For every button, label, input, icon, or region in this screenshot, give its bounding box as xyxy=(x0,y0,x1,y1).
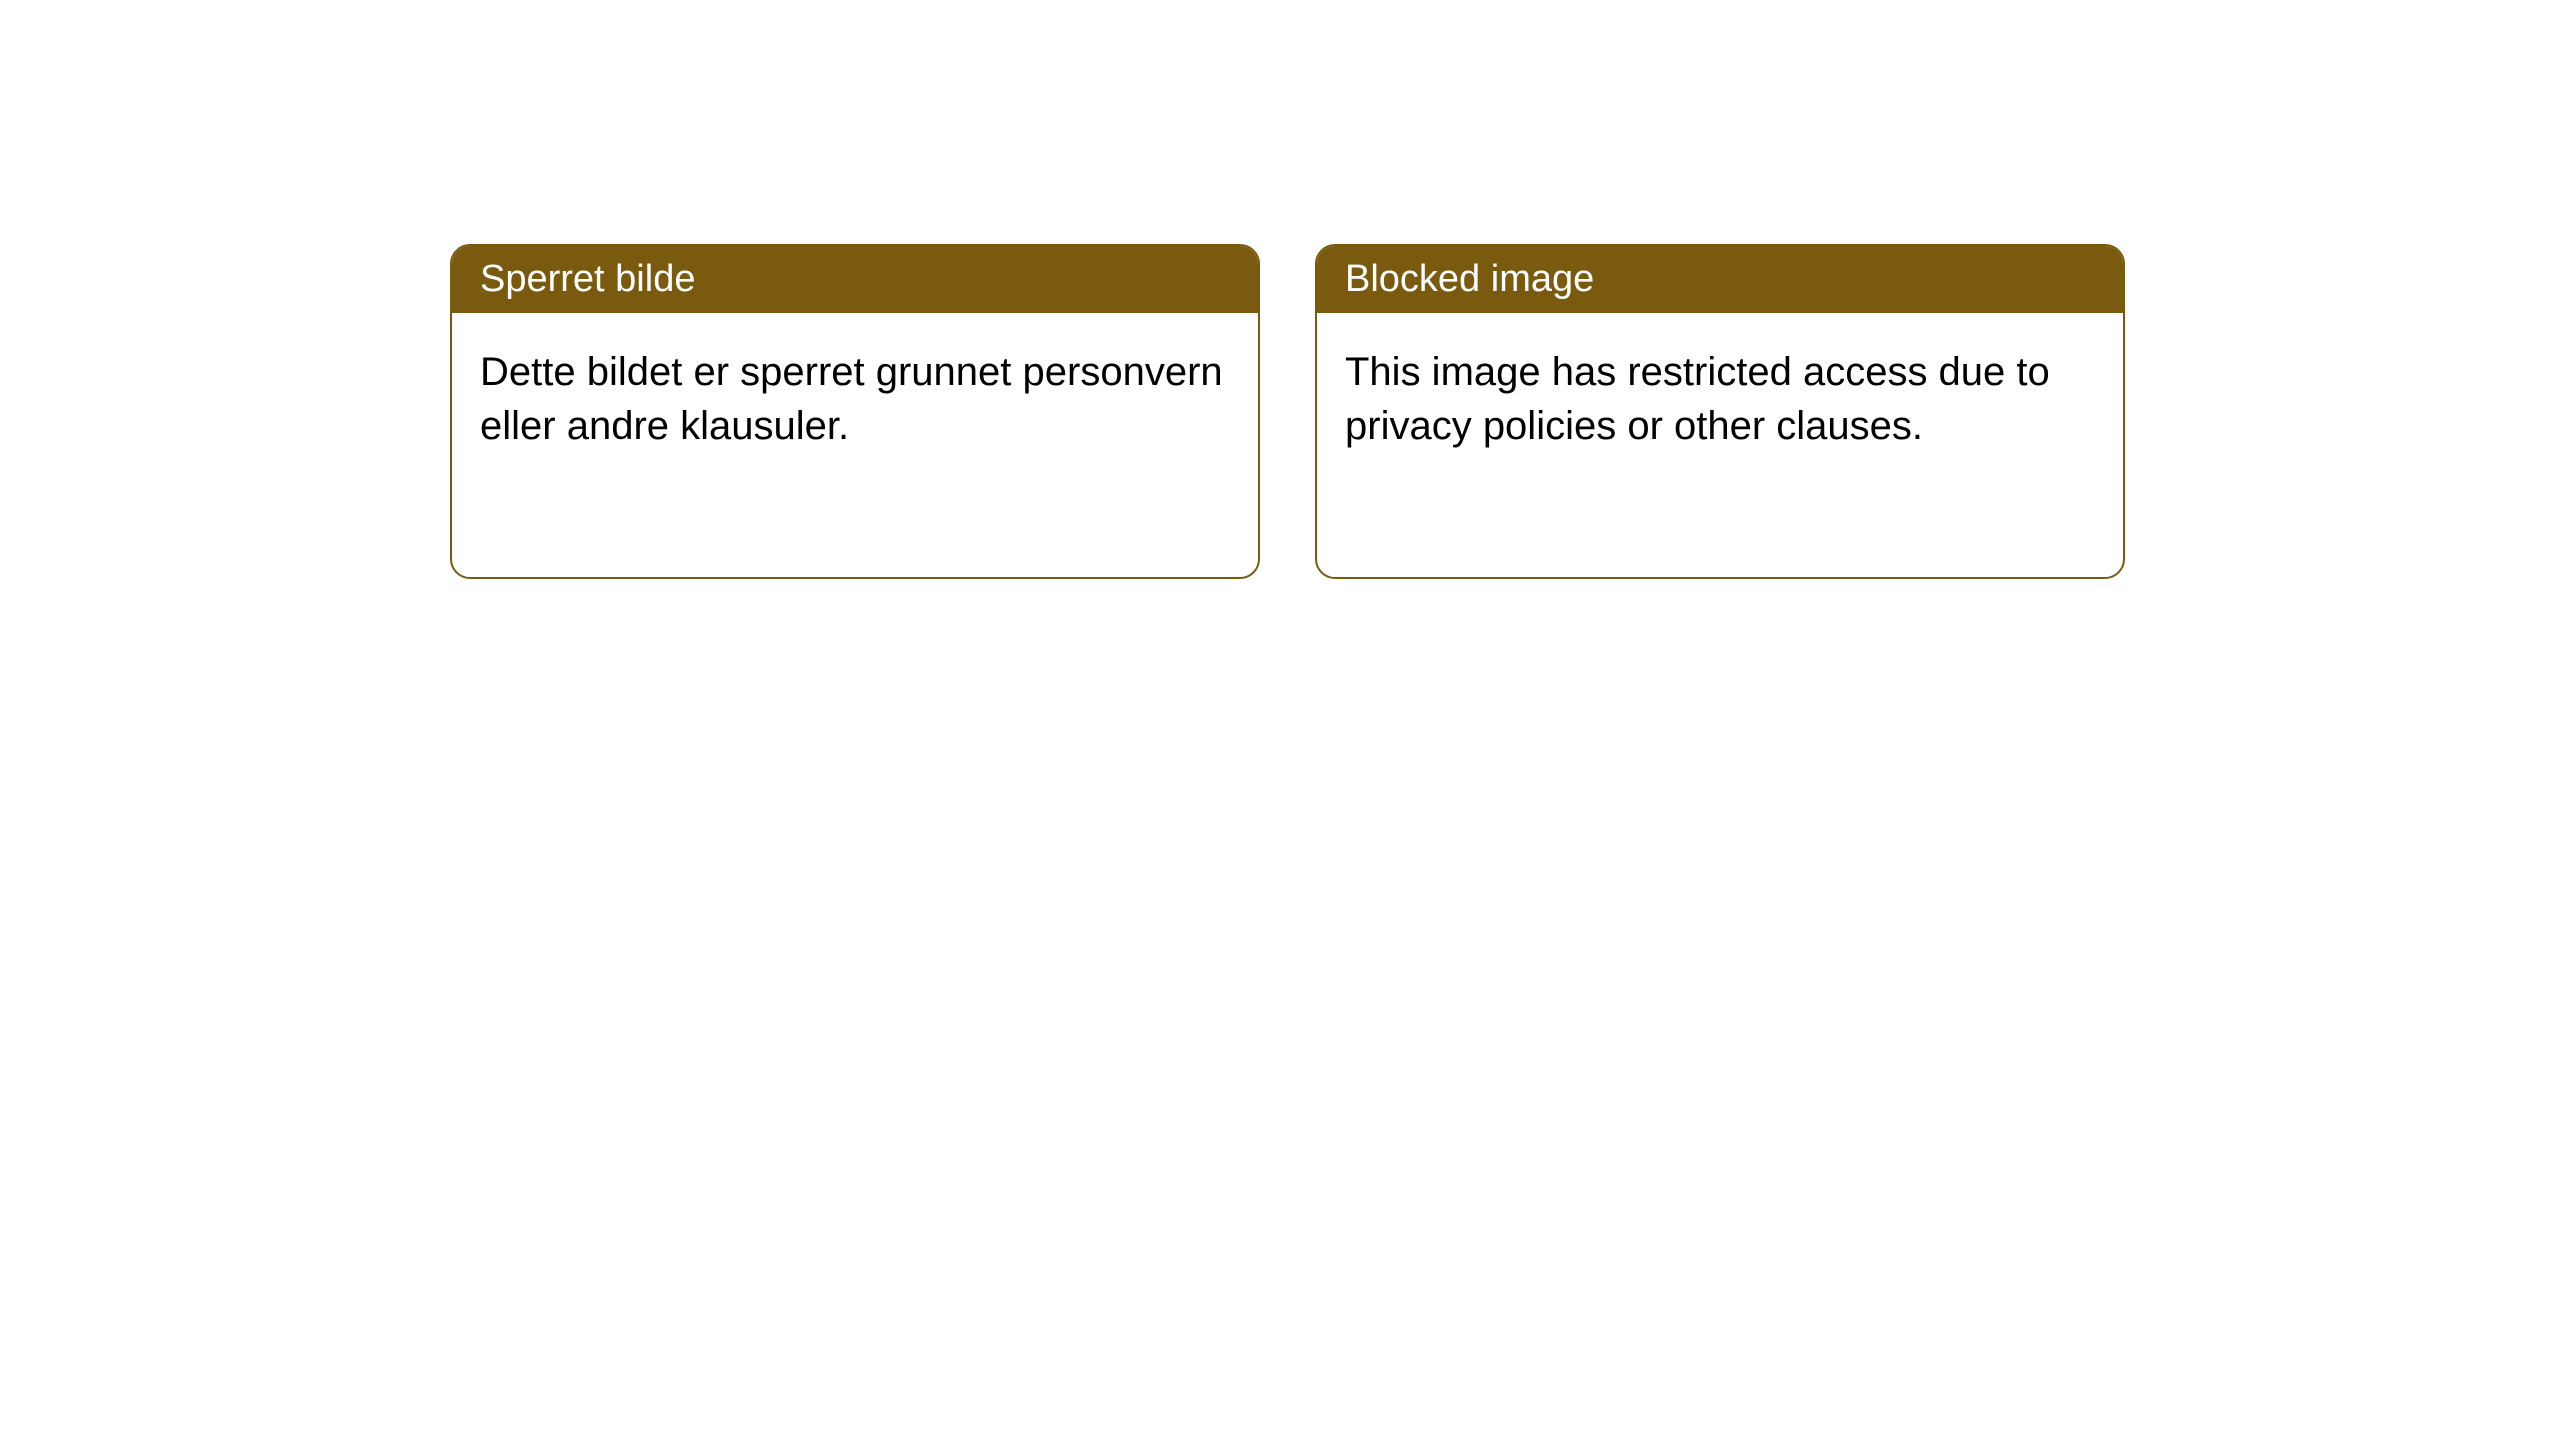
card-header: Sperret bilde xyxy=(452,246,1258,313)
cards-container: Sperret bilde Dette bildet er sperret gr… xyxy=(450,244,2125,579)
card-body-text: Dette bildet er sperret grunnet personve… xyxy=(480,350,1223,448)
card-header: Blocked image xyxy=(1317,246,2123,313)
card-title: Blocked image xyxy=(1345,258,1594,300)
card-title: Sperret bilde xyxy=(480,258,695,300)
blocked-image-card-english: Blocked image This image has restricted … xyxy=(1315,244,2125,579)
blocked-image-card-norwegian: Sperret bilde Dette bildet er sperret gr… xyxy=(450,244,1260,579)
card-body: This image has restricted access due to … xyxy=(1317,313,2123,485)
card-body: Dette bildet er sperret grunnet personve… xyxy=(452,313,1258,485)
card-body-text: This image has restricted access due to … xyxy=(1345,350,2050,448)
